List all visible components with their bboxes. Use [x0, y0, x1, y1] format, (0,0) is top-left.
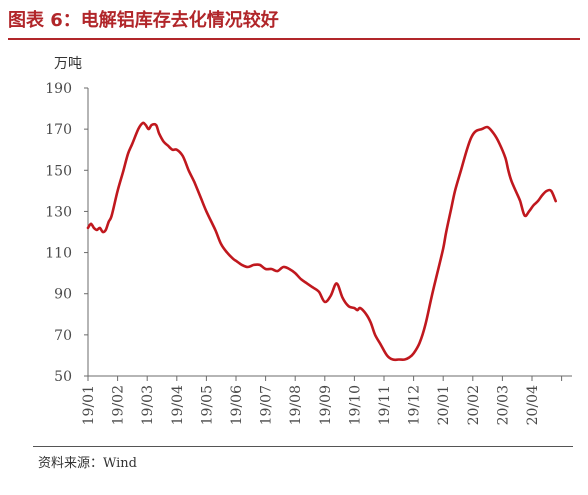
- y-tick-label: 150: [45, 163, 72, 179]
- y-tick-label: 110: [45, 246, 72, 262]
- x-tick-label: 19/11: [377, 385, 393, 425]
- y-tick-label: 50: [54, 369, 72, 385]
- x-tick-label: 20/01: [436, 385, 452, 425]
- chart-axes: [87, 88, 572, 377]
- y-tick-label: 90: [54, 287, 72, 303]
- x-tick-label: 20/04: [525, 385, 541, 425]
- x-tick-label: 20/03: [495, 385, 511, 425]
- x-axis-ticks: 19/01 19/02 19/03 19/04 19/05 19/06 19/07 19/08…: [81, 376, 563, 425]
- y-tick-label: 130: [45, 204, 72, 220]
- chart-title: 图表 6：电解铝库存去化情况较好: [8, 10, 279, 31]
- x-tick-label: 19/10: [347, 385, 363, 425]
- y-tick-label: 70: [54, 328, 72, 344]
- x-tick-label: 20/02: [466, 385, 482, 425]
- series-line-inventory: [86, 121, 557, 362]
- x-tick-label: 19/04: [170, 385, 186, 425]
- x-tick-label: 19/03: [140, 385, 156, 425]
- header-divider: [8, 38, 580, 40]
- x-tick-label: 19/05: [199, 385, 215, 425]
- x-tick-label: 19/01: [81, 385, 97, 425]
- x-tick-label: 19/08: [288, 385, 304, 425]
- x-tick-label: 19/02: [111, 385, 127, 425]
- y-axis-unit-label: 万吨: [54, 56, 82, 72]
- x-tick-label: 19/12: [407, 385, 423, 425]
- source-note: 资料来源：Wind: [38, 456, 137, 471]
- footer-divider: [33, 446, 573, 447]
- y-axis-ticks: 50 70 90 110 130 150 170 190: [45, 81, 88, 385]
- x-tick-label: 19/06: [229, 385, 245, 425]
- series-group: [86, 121, 557, 362]
- x-tick-label: 19/09: [318, 385, 334, 425]
- chart-header: 图表 6：电解铝库存去化情况较好: [8, 6, 580, 40]
- y-tick-label: 170: [45, 122, 72, 138]
- x-tick-label: 19/07: [259, 385, 275, 425]
- y-tick-label: 190: [45, 81, 72, 97]
